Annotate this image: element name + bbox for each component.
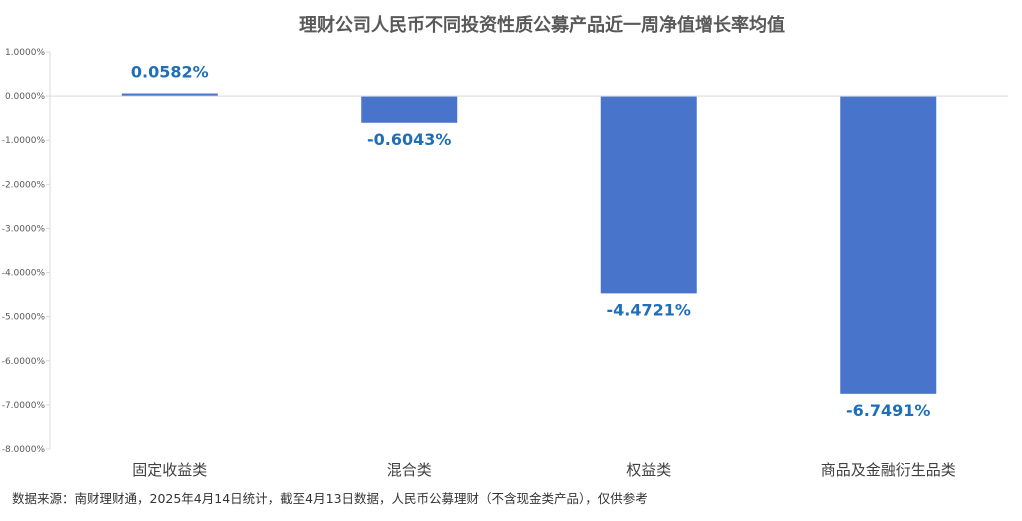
y-tick-label: -4.0000% bbox=[2, 269, 46, 279]
data-labels-group: 0.0582% -0.6043% -4.4721% -6.7491% bbox=[131, 63, 931, 420]
x-category-label: 权益类 bbox=[626, 461, 671, 479]
bar-data-label: -6.7491% bbox=[846, 401, 930, 420]
y-tick-label: -3.0000% bbox=[2, 224, 46, 234]
y-tick-label: -1.0000% bbox=[2, 136, 46, 146]
x-category-label: 混合类 bbox=[387, 461, 432, 479]
bar-data-label: -0.6043% bbox=[367, 130, 451, 149]
x-category-label: 商品及金融衍生品类 bbox=[821, 461, 956, 479]
y-tick-label: 1.0000% bbox=[5, 48, 45, 58]
chart-title: 理财公司人民币不同投资性质公募产品近一周净值增长率均值 bbox=[299, 14, 785, 36]
bar-data-label: 0.0582% bbox=[131, 63, 209, 82]
y-tick-label: -6.0000% bbox=[2, 357, 46, 367]
y-axis: 1.0000% 0.0000% -1.0000% -2.0000% -3.0000% -4… bbox=[2, 48, 51, 455]
bar bbox=[840, 96, 937, 394]
bars-group bbox=[121, 93, 937, 394]
bar bbox=[600, 96, 697, 294]
y-tick-label: -8.0000% bbox=[2, 445, 46, 455]
bar bbox=[361, 96, 458, 123]
y-tick-label: -7.0000% bbox=[2, 401, 46, 411]
bar-data-label: -4.4721% bbox=[607, 300, 691, 319]
y-tick-label: -5.0000% bbox=[2, 313, 46, 323]
bar bbox=[121, 93, 218, 97]
x-category-label: 固定收益类 bbox=[132, 461, 207, 479]
y-tick-label: -2.0000% bbox=[2, 180, 46, 190]
x-axis: 固定收益类 混合类 权益类 商品及金融衍生品类 bbox=[50, 95, 1008, 479]
y-tick-label: 0.0000% bbox=[5, 92, 45, 102]
source-note: 数据来源：南财理财通，2025年4月14日统计，截至4月13日数据，人民币公募理… bbox=[12, 491, 648, 506]
